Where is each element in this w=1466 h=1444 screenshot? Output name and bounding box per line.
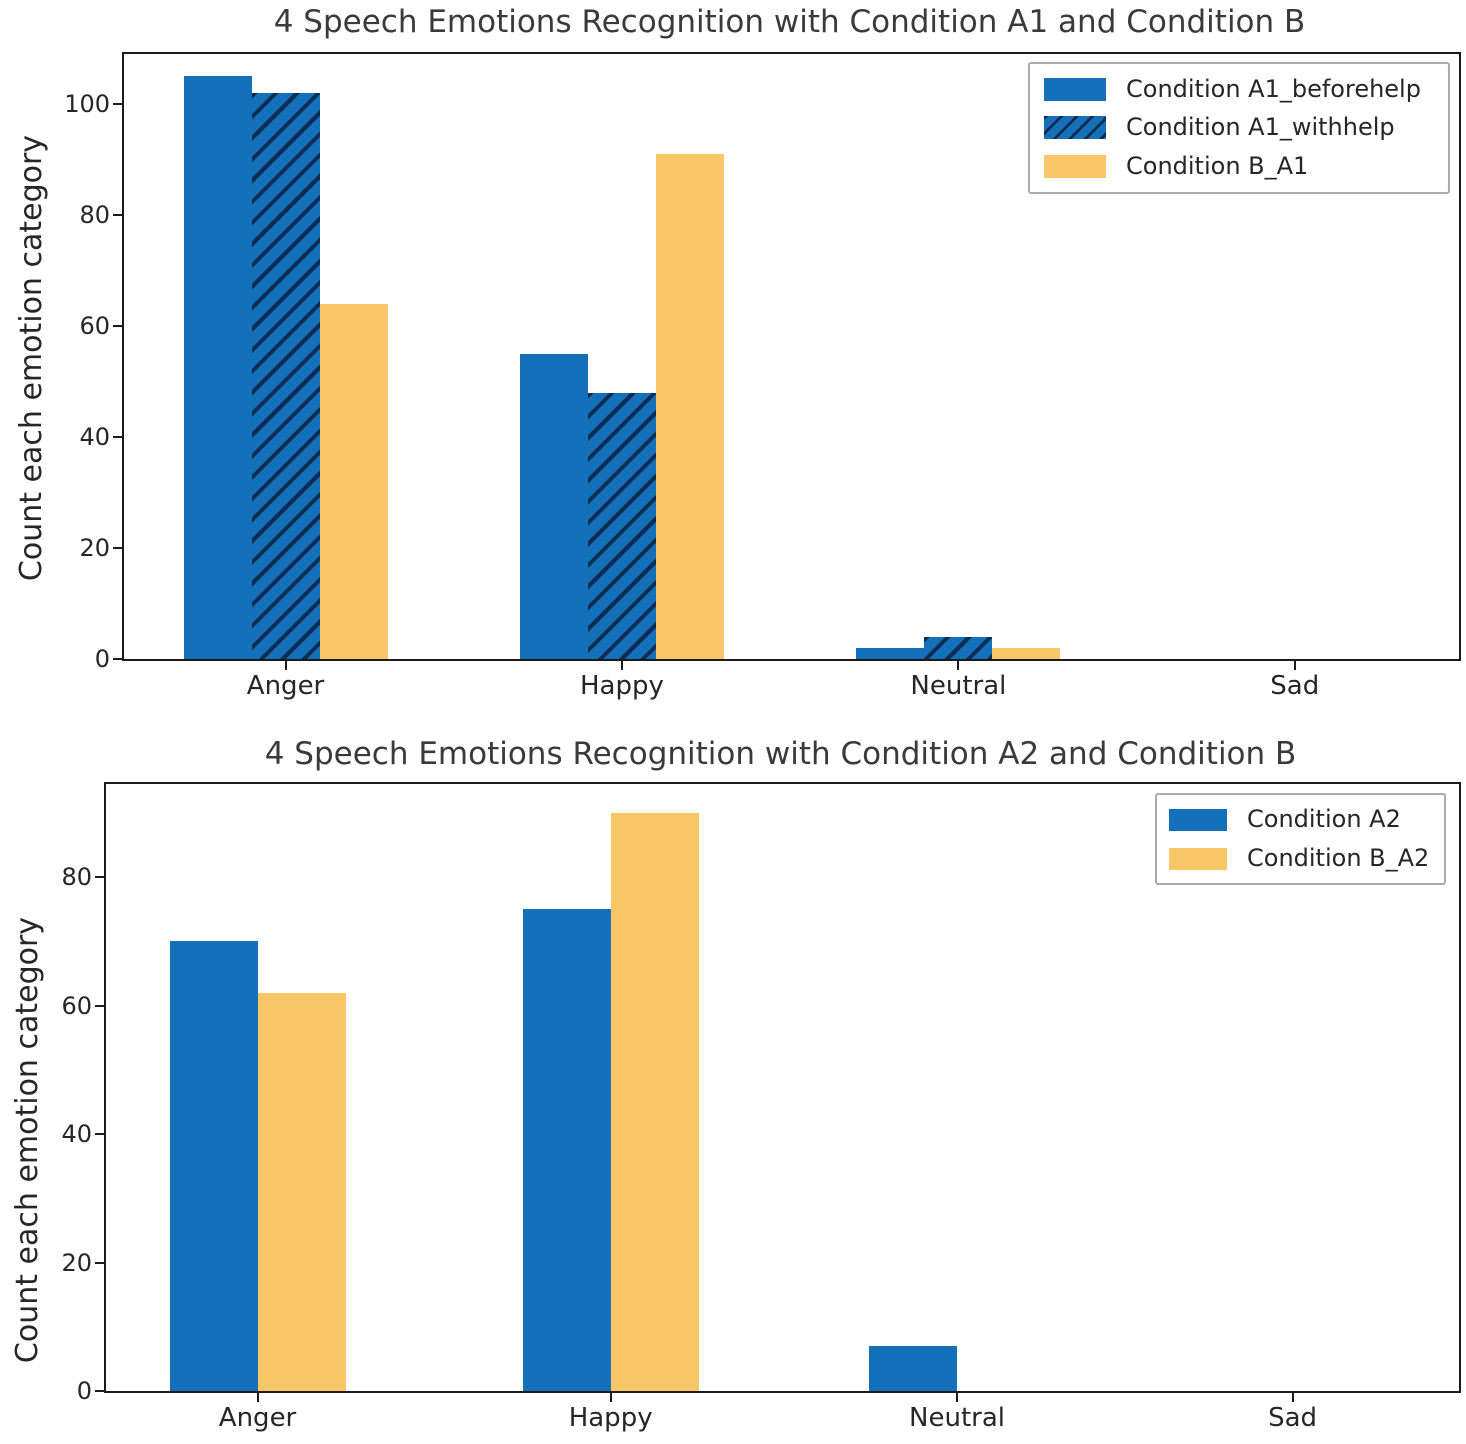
x-tick-mark	[956, 1393, 959, 1402]
x-tick-mark	[1293, 661, 1296, 670]
bar	[257, 992, 346, 1391]
legend-item: Condition B_A1	[1044, 151, 1434, 181]
legend-swatch	[1169, 808, 1227, 831]
y-tick-label: 0	[94, 645, 110, 673]
y-tick-label: 40	[61, 1120, 92, 1149]
legend: Condition A1_beforehelp Condition A1_with…	[1028, 62, 1450, 194]
x-tick-mark	[256, 1393, 259, 1402]
chart-title: 4 Speech Emotions Recognition with Condi…	[264, 736, 1297, 772]
legend-swatch	[1169, 847, 1227, 870]
x-tick-mark	[620, 661, 623, 670]
y-tick-mark	[95, 1261, 104, 1264]
bar	[319, 303, 388, 659]
y-tick-label: 80	[79, 200, 110, 229]
x-tick-mark	[957, 661, 960, 670]
bar	[587, 392, 656, 659]
x-tick-label: Happy	[580, 671, 664, 701]
y-tick-mark	[113, 547, 122, 549]
y-tick-label: 20	[61, 1248, 92, 1277]
legend-label: Condition A2	[1247, 804, 1401, 833]
x-tick-label: Happy	[568, 1403, 653, 1433]
bar	[655, 153, 724, 659]
legend-item: Condition A1_withhelp	[1044, 114, 1434, 142]
x-tick-label: Anger	[218, 1403, 297, 1433]
y-tick-label: 60	[79, 311, 110, 340]
legend-label: Condition B_A1	[1126, 151, 1309, 180]
x-tick-mark	[1291, 1393, 1294, 1402]
y-tick-mark	[113, 658, 122, 660]
y-axis-label: Count each emotion category	[14, 134, 49, 582]
x-tick-label: Sad	[1268, 1403, 1318, 1433]
bar	[183, 76, 252, 659]
legend-swatch	[1044, 116, 1106, 140]
legend-label: Condition A1_withhelp	[1126, 113, 1395, 142]
chart-title: 4 Speech Emotions Recognition with Condi…	[273, 4, 1306, 40]
x-tick-label: Anger	[246, 671, 325, 701]
x-tick-label: Neutral	[910, 671, 1007, 701]
y-tick-mark	[95, 1133, 104, 1136]
legend-label: Condition A1_beforehelp	[1126, 74, 1421, 103]
y-tick-mark	[95, 1004, 104, 1007]
legend: Condition A2 Condition B_A2	[1155, 793, 1446, 885]
bar	[924, 636, 993, 659]
legend-swatch	[1044, 77, 1106, 101]
bar	[869, 1346, 958, 1391]
y-tick-label: 60	[61, 991, 92, 1020]
y-tick-mark	[113, 102, 122, 105]
legend-item: Condition A2	[1169, 804, 1432, 834]
bar	[169, 941, 258, 1391]
bar	[610, 812, 699, 1391]
x-tick-mark	[284, 661, 287, 670]
bar	[856, 647, 925, 659]
y-tick-label: 80	[61, 863, 92, 892]
y-tick-label: 40	[79, 422, 110, 451]
legend-swatch	[1044, 155, 1106, 179]
y-tick-label: 0	[76, 1377, 92, 1405]
y-tick-mark	[113, 324, 122, 327]
x-tick-mark	[609, 1393, 612, 1402]
y-tick-mark	[95, 876, 104, 879]
y-axis-label: Count each emotion category	[10, 916, 45, 1364]
bar	[522, 909, 611, 1391]
y-tick-label: 20	[79, 534, 110, 562]
legend-label: Condition B_A2	[1247, 843, 1430, 872]
x-tick-label: Neutral	[909, 1403, 1006, 1433]
bar	[992, 647, 1061, 659]
legend-item: Condition B_A2	[1169, 843, 1432, 873]
bar	[251, 92, 320, 659]
y-tick-mark	[113, 435, 122, 438]
chart-a1-vs-b: 4 Speech Emotions Recognition with Condi…	[14, 4, 1461, 701]
y-tick-mark	[113, 213, 122, 216]
y-tick-mark	[95, 1390, 104, 1392]
x-tick-label: Sad	[1270, 671, 1320, 701]
bar	[519, 353, 588, 659]
legend-item: Condition A1_beforehelp	[1044, 74, 1434, 104]
y-tick-label: 100	[64, 89, 110, 118]
chart-a2-vs-b: 4 Speech Emotions Recognition with Condi…	[0, 722, 1466, 1444]
